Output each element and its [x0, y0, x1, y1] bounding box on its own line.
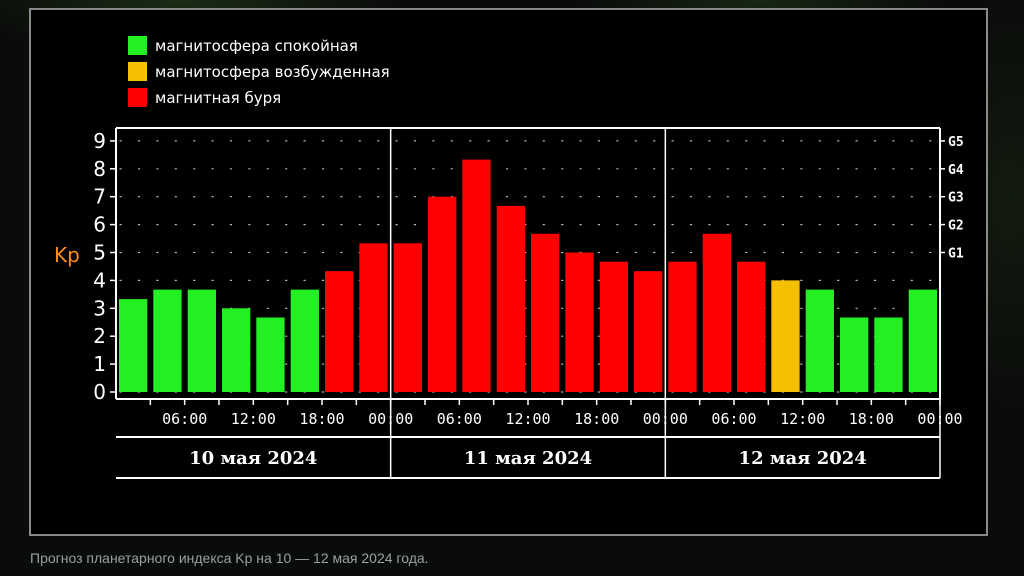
- y-tick-label-8: 8: [93, 157, 106, 181]
- kp-bar: [599, 261, 628, 392]
- kp-bar: [771, 280, 800, 392]
- y-tick-label-2: 2: [93, 324, 106, 348]
- kp-bar: [634, 271, 663, 392]
- legend-label-2: магнитная буря: [155, 89, 281, 107]
- kp-bar: [668, 261, 697, 392]
- kp-bar: [187, 289, 216, 392]
- kp-bar: [565, 252, 594, 392]
- x-tick-label-3: 00:00: [368, 410, 413, 428]
- x-tick-label-9: 12:00: [780, 410, 825, 428]
- y-tick-label-7: 7: [93, 185, 106, 209]
- kp-bar: [222, 308, 251, 392]
- kp-bar: [496, 205, 525, 392]
- chart-caption: Прогноз планетарного индекса Kp на 10 — …: [30, 550, 429, 566]
- legend-label-0: магнитосфера спокойная: [155, 37, 358, 55]
- y-tick-label-1: 1: [93, 352, 106, 376]
- y-tick-label-9: 9: [93, 129, 106, 153]
- kp-bar: [325, 271, 354, 392]
- day-label-0: 10 мая 2024: [189, 448, 317, 469]
- kp-bar: [462, 159, 491, 392]
- kp-bar: [840, 317, 869, 392]
- x-tick-label-6: 18:00: [574, 410, 619, 428]
- y-tick-label-5: 5: [93, 241, 106, 265]
- kp-bar: [805, 289, 834, 392]
- x-tick-label-0: 06:00: [162, 410, 207, 428]
- kp-bar: [874, 317, 903, 392]
- kp-bar: [737, 261, 766, 392]
- legend-swatch-1: [128, 62, 147, 81]
- y-axis-label: Kp: [54, 243, 80, 267]
- g-scale-label-2: G3: [948, 191, 964, 206]
- x-tick-label-10: 18:00: [849, 410, 894, 428]
- x-tick-label-1: 12:00: [231, 410, 276, 428]
- x-tick-label-8: 06:00: [711, 410, 756, 428]
- g-scale-label-1: G2: [948, 219, 964, 234]
- x-tick-label-5: 12:00: [505, 410, 550, 428]
- x-tick-label-7: 00:00: [643, 410, 688, 428]
- kp-bar: [153, 289, 182, 392]
- kp-bar: [428, 196, 457, 392]
- kp-bar: [256, 317, 285, 392]
- g-scale-label-0: G1: [948, 247, 964, 262]
- g-scale-label-4: G5: [948, 135, 964, 150]
- legend-label-1: магнитосфера возбужденная: [155, 63, 390, 81]
- legend-swatch-0: [128, 36, 147, 55]
- y-tick-label-4: 4: [93, 268, 106, 292]
- kp-bar: [290, 289, 319, 392]
- kp-bar: [908, 289, 937, 392]
- day-label-2: 12 мая 2024: [739, 448, 867, 469]
- day-label-1: 11 мая 2024: [464, 448, 592, 469]
- kp-bar: [393, 243, 422, 392]
- kp-bar: [359, 243, 388, 392]
- x-tick-label-2: 18:00: [299, 410, 344, 428]
- legend-swatch-2: [128, 88, 147, 107]
- kp-bar: [119, 299, 148, 392]
- y-tick-label-0: 0: [93, 380, 106, 404]
- y-tick-label-6: 6: [93, 213, 106, 237]
- y-tick-label-3: 3: [93, 296, 106, 320]
- g-scale-label-3: G4: [948, 163, 964, 178]
- kp-bar: [702, 233, 731, 392]
- x-tick-label-11: 00:00: [917, 410, 962, 428]
- kp-bar: [531, 233, 560, 392]
- x-tick-label-4: 06:00: [437, 410, 482, 428]
